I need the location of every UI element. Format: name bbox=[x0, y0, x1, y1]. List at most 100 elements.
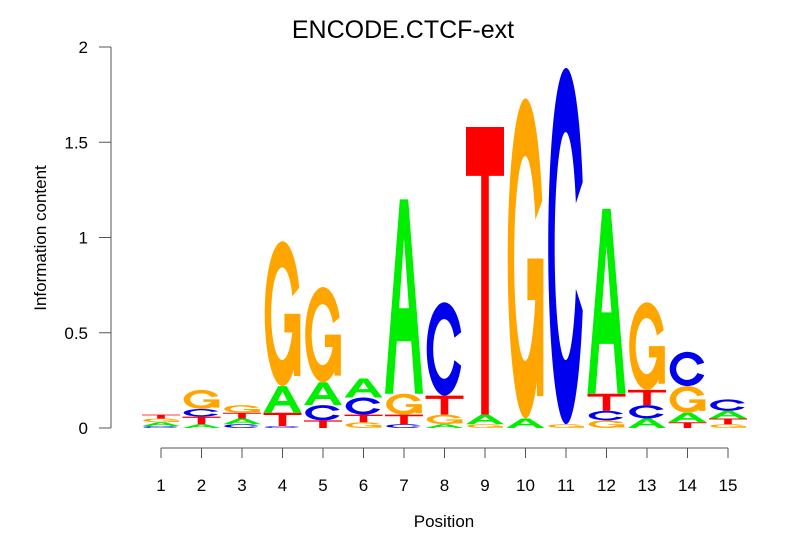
logo-letter-G-shape bbox=[426, 414, 462, 425]
logo-letter-C-shape bbox=[264, 426, 300, 428]
logo-letter-A-shape bbox=[506, 418, 545, 428]
logo-letter-G-shape bbox=[305, 287, 340, 383]
logo-letter-G-shape bbox=[203, 399, 220, 408]
logo-letter-G bbox=[629, 302, 665, 390]
logo-column-11 bbox=[548, 67, 584, 428]
logo-column-5 bbox=[304, 287, 342, 428]
logo-letter-C bbox=[143, 426, 178, 428]
y-tick-label: 1.5 bbox=[64, 133, 88, 152]
logo-letter-C bbox=[629, 405, 664, 419]
x-tick-label: 2 bbox=[197, 476, 206, 495]
logo-letter-C-shape bbox=[629, 405, 664, 419]
x-tick-label: 1 bbox=[156, 476, 165, 495]
logo-column-12 bbox=[587, 208, 626, 428]
logo-letter-C bbox=[224, 424, 259, 428]
logo-letter-A bbox=[304, 382, 342, 406]
logo-letter-C-shape bbox=[588, 410, 624, 421]
logo-letter-A-shape bbox=[344, 378, 383, 398]
logo-letter-G bbox=[345, 422, 382, 428]
logo-letter-T-shape bbox=[304, 420, 342, 428]
logo-letter-G-shape bbox=[143, 418, 178, 423]
logo-letter-G-shape bbox=[648, 346, 665, 384]
logo-column-15 bbox=[709, 399, 747, 428]
logo-letter-A-shape bbox=[425, 424, 464, 428]
logo-letter-G bbox=[386, 393, 422, 415]
logo-letter-G-shape bbox=[710, 424, 745, 428]
x-tick-label: 12 bbox=[597, 476, 616, 495]
logo-letter-C-shape bbox=[710, 399, 745, 411]
logo-letter-T-shape bbox=[344, 414, 383, 423]
x-tick-label: 11 bbox=[557, 476, 575, 495]
logo-letter-G-shape bbox=[548, 424, 583, 428]
logo-letter-G bbox=[710, 424, 746, 428]
logo-letter-G-shape bbox=[729, 426, 746, 428]
logo-letter-T-shape bbox=[182, 416, 221, 425]
logo-letter-A bbox=[344, 378, 383, 398]
logo-letter-A-shape bbox=[628, 418, 666, 428]
logo-letter-A-shape bbox=[668, 412, 707, 423]
x-tick-label: 5 bbox=[318, 476, 327, 495]
logo-letter-C bbox=[386, 424, 421, 428]
logo-letter-T-shape bbox=[466, 127, 504, 415]
logo-letter-T bbox=[344, 414, 383, 423]
logo-letter-A-shape bbox=[466, 414, 504, 425]
x-tick-label: 6 bbox=[359, 476, 368, 495]
chart-title: ENCODE.CTCF-ext bbox=[292, 16, 514, 44]
logo-letter-G bbox=[224, 405, 260, 413]
logo-letter-G-shape bbox=[527, 258, 544, 397]
logo-letter-T bbox=[628, 389, 666, 406]
logo-letter-C bbox=[669, 351, 705, 387]
logo-letter-A-shape bbox=[182, 424, 221, 428]
logo-letter-G-shape bbox=[446, 419, 463, 424]
x-tick-label: 10 bbox=[516, 476, 535, 495]
y-tick-label: 1 bbox=[79, 229, 88, 248]
logo-letter-T bbox=[142, 414, 180, 419]
logo-letter-T bbox=[425, 395, 464, 415]
logo-letter-A bbox=[466, 414, 504, 425]
logo-letter-T bbox=[182, 416, 221, 425]
logo-letter-C bbox=[710, 399, 745, 411]
logo-letter-G-shape bbox=[567, 426, 584, 428]
logo-letter-A-shape bbox=[142, 422, 180, 427]
logo-letter-C bbox=[183, 408, 219, 417]
logo-letter-G-shape bbox=[284, 313, 301, 376]
logo-letter-C bbox=[345, 397, 381, 415]
logo-letter-G bbox=[588, 420, 625, 428]
logo-letter-G bbox=[548, 424, 584, 428]
logo-letter-A-shape bbox=[223, 418, 261, 425]
logo-letter-G-shape bbox=[405, 404, 422, 414]
x-tick-label: 14 bbox=[678, 476, 697, 495]
logo-letter-T-shape bbox=[263, 412, 302, 427]
logo-letter-G bbox=[305, 287, 341, 383]
logo-letter-A-shape bbox=[304, 382, 342, 406]
logo-letter-A bbox=[182, 424, 221, 428]
logo-letter-C-shape bbox=[183, 408, 219, 417]
logo-letter-G-shape bbox=[608, 424, 625, 428]
logo-letter-G-shape bbox=[324, 334, 341, 376]
logo-letter-G-shape bbox=[183, 389, 219, 409]
logo-letter-A-shape bbox=[587, 208, 626, 394]
logo-letter-A-shape bbox=[263, 386, 302, 413]
logo-letter-G-shape bbox=[588, 420, 624, 428]
logo-letter-A bbox=[425, 424, 464, 428]
logo-letter-C-shape bbox=[305, 405, 340, 421]
logo-letter-T-shape bbox=[709, 418, 747, 425]
logo-letter-G-shape bbox=[669, 386, 705, 413]
logo-letter-A bbox=[385, 199, 423, 394]
logo-letter-G-shape bbox=[224, 405, 259, 413]
x-tick-label: 7 bbox=[399, 476, 408, 495]
x-axis-label: Position bbox=[414, 512, 474, 531]
y-tick-label: 0.5 bbox=[64, 324, 88, 343]
logo-letter-G bbox=[143, 418, 179, 423]
logo-letter-G-shape bbox=[243, 408, 260, 413]
logo-letter-C-shape bbox=[224, 424, 259, 428]
logo-column-3 bbox=[223, 405, 261, 428]
logo-column-9 bbox=[466, 127, 504, 428]
logo-column-6 bbox=[344, 378, 383, 428]
logo-letter-C bbox=[305, 405, 340, 421]
logo-letter-C bbox=[264, 426, 300, 428]
logo-letter-T-shape bbox=[223, 412, 261, 419]
logo-letter-T-shape bbox=[425, 395, 464, 415]
logo-letter-A-shape bbox=[385, 199, 423, 394]
y-tick-label: 0 bbox=[79, 419, 88, 438]
